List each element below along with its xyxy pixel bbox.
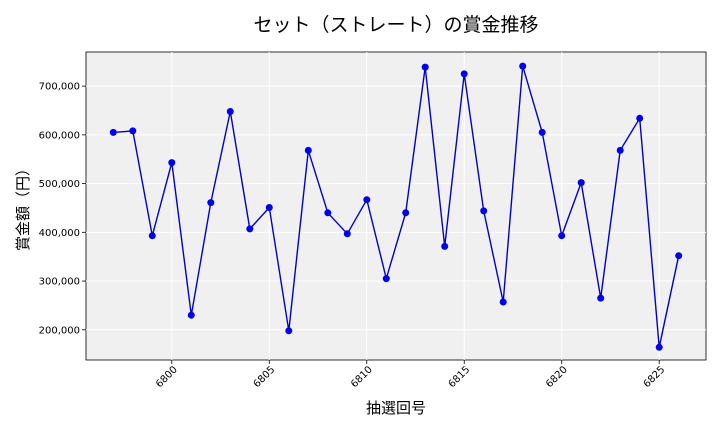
data-point (655, 343, 663, 351)
data-point (480, 207, 488, 215)
data-point (226, 108, 234, 115)
x-axis: 6800 6805 6810 6815 6820 6825 (154, 360, 667, 390)
data-point (324, 209, 332, 217)
y-axis-title: 賞金額（円） (14, 161, 32, 251)
data-point (519, 62, 527, 70)
data-point (675, 252, 683, 260)
y-tick-label: 200,000 (39, 325, 80, 336)
x-tick-label: 6820 (544, 364, 570, 390)
data-point (129, 127, 137, 135)
y-axis: 200,000 300,000 400,000 500,000 600,000 700,0… (39, 82, 86, 336)
data-point (265, 204, 273, 211)
x-tick-label: 6800 (154, 364, 180, 390)
data-point (168, 159, 176, 167)
y-tick-label: 500,000 (39, 179, 80, 190)
data-point (363, 196, 371, 204)
data-point (538, 128, 546, 136)
data-point (109, 128, 117, 136)
data-point (246, 225, 254, 233)
y-tick-label: 400,000 (39, 228, 80, 239)
data-point (382, 275, 390, 283)
plot-area (85, 51, 707, 361)
data-point (616, 146, 624, 154)
data-point (499, 298, 507, 306)
y-tick-label: 700,000 (39, 82, 80, 93)
x-axis-title: 抽選回号 (366, 399, 426, 417)
data-point (187, 311, 195, 319)
data-point (558, 232, 566, 240)
x-tick-label: 6825 (642, 364, 668, 390)
data-point (304, 146, 312, 154)
data-point (285, 327, 293, 335)
x-tick-label: 6815 (447, 364, 473, 390)
data-point (577, 179, 585, 187)
series-line (113, 65, 680, 348)
data-point (148, 232, 156, 240)
chart-title: セット（ストレート）の賞金推移 (253, 14, 538, 36)
data-point (636, 114, 644, 122)
data-point (402, 209, 410, 217)
data-point (207, 199, 215, 207)
data-point (460, 70, 468, 78)
series-layer (109, 62, 683, 351)
data-point (343, 230, 351, 238)
data-point (421, 63, 429, 71)
data-point (441, 242, 449, 250)
y-tick-label: 600,000 (39, 130, 80, 141)
grid (86, 52, 706, 360)
x-tick-label: 6810 (349, 364, 375, 390)
y-tick-label: 300,000 (39, 277, 80, 288)
x-tick-label: 6805 (252, 364, 278, 390)
data-point (597, 294, 605, 302)
